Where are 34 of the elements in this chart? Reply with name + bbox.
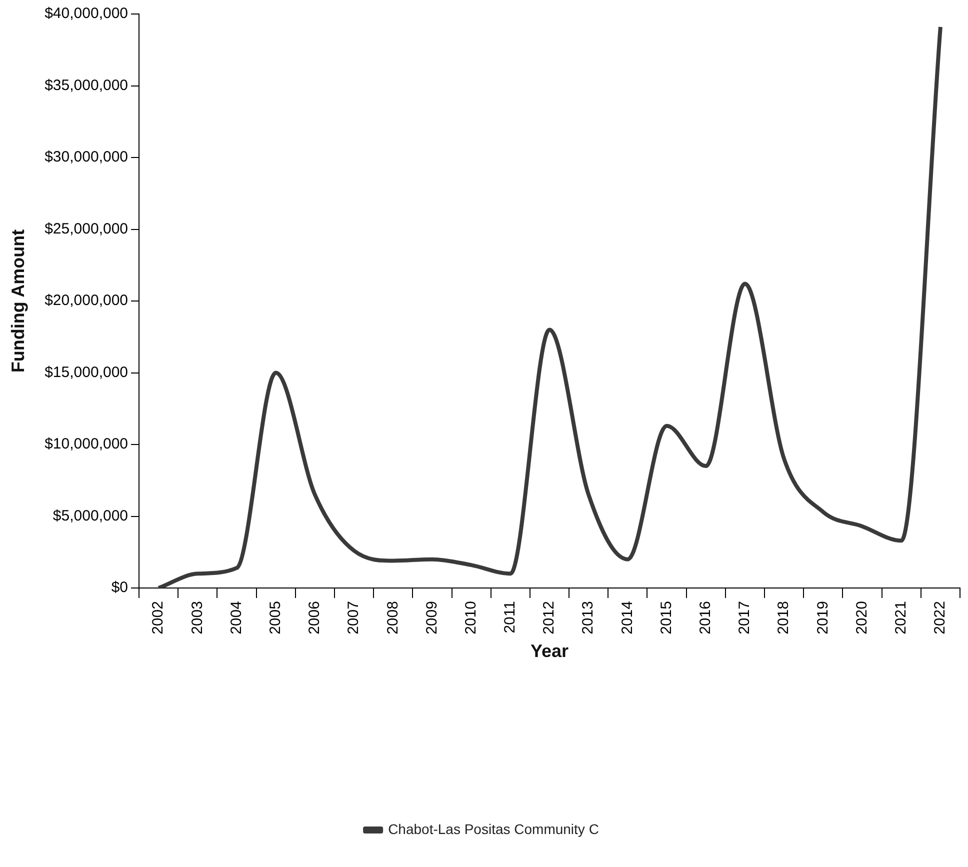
- x-tick-label: 2009: [423, 601, 440, 634]
- x-tick-label: 2007: [345, 601, 362, 634]
- y-tick-label: $10,000,000: [44, 436, 128, 453]
- x-tick-label: 2014: [618, 601, 636, 634]
- x-tick-label: 2020: [853, 601, 870, 634]
- y-tick-label: $30,000,000: [44, 148, 128, 166]
- y-tick-label: $35,000,000: [44, 76, 128, 94]
- x-tick-label: 2015: [658, 601, 675, 634]
- x-tick-label: 2010: [462, 601, 480, 634]
- x-tick-label: 2003: [188, 601, 206, 634]
- x-tick-label: 2002: [150, 601, 167, 634]
- y-tick-label: $40,000,000: [44, 5, 128, 22]
- legend-label: Chabot-Las Positas Community C: [388, 820, 599, 837]
- x-tick-label: 2022: [932, 601, 949, 634]
- x-tick-label: 2005: [266, 601, 284, 634]
- x-tick-label: 2012: [540, 601, 558, 634]
- x-tick-label: 2011: [502, 601, 519, 634]
- y-axis-title: Funding Amount: [8, 229, 28, 373]
- x-tick-label: 2016: [697, 601, 714, 634]
- x-axis-title: Year: [530, 641, 569, 662]
- x-tick-label: 2018: [775, 601, 792, 634]
- y-tick-label: $20,000,000: [44, 292, 128, 310]
- line-series: [156, 24, 942, 588]
- x-tick-label: 2021: [892, 601, 910, 634]
- x-tick-label: 2013: [580, 601, 597, 634]
- x-tick-label: 2008: [384, 601, 402, 634]
- y-tick-label: $5,000,000: [52, 507, 128, 524]
- x-tick-label: 2004: [228, 601, 245, 634]
- x-tick-label: 2006: [306, 601, 324, 634]
- x-tick-label: 2017: [736, 601, 754, 634]
- y-tick-label: $15,000,000: [44, 364, 128, 381]
- y-tick-label: $0: [111, 579, 128, 596]
- x-tick-label: 2019: [814, 601, 832, 634]
- y-tick-label: $25,000,000: [44, 220, 128, 238]
